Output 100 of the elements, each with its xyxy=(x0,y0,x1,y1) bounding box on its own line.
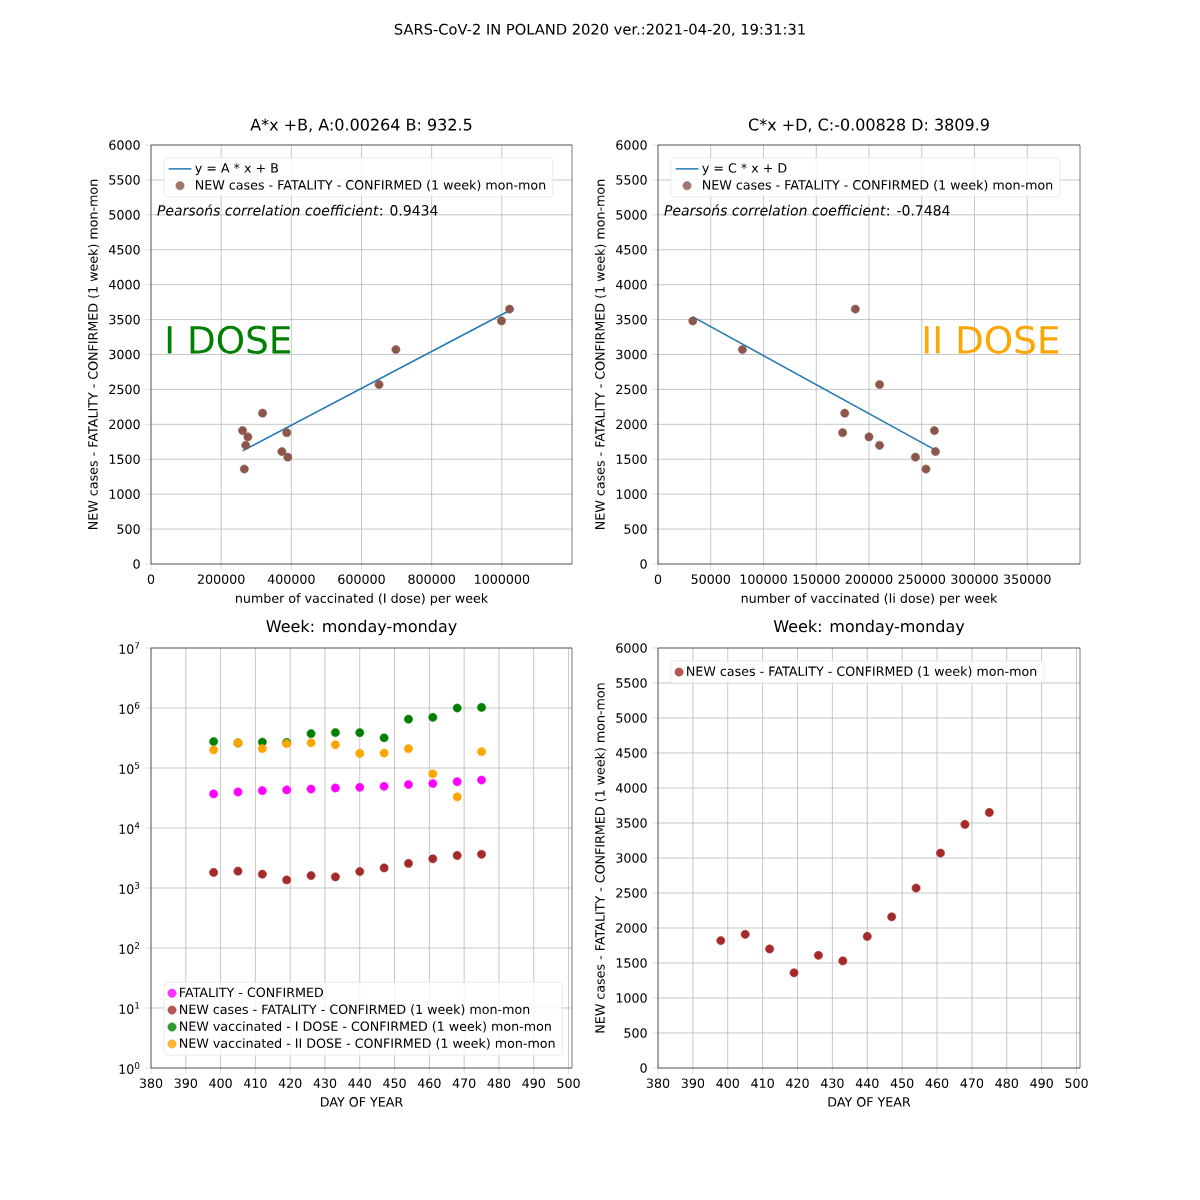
x-tick-label: 500 xyxy=(1065,1078,1088,1088)
y-tick-label: 4500 xyxy=(616,244,647,255)
legend-label: NEW cases - FATALITY - CONFIRMED (1 week) mon-mon xyxy=(196,179,546,192)
x-tick-label: 430 xyxy=(820,1078,844,1088)
x-tick-label: 800000 xyxy=(408,574,455,584)
x-tick-label: 430 xyxy=(313,1078,337,1088)
y-tick-label: 5500 xyxy=(616,175,647,185)
x-tick-label: 400 xyxy=(209,1078,232,1088)
x-tick-label: 450 xyxy=(890,1078,914,1088)
text: SARS-CoV-2 IN POLAND 2020 ver.:2021-04-20, 19:31:31 xyxy=(394,23,805,37)
y-tick-label: 1500 xyxy=(109,454,140,465)
y-tick-label: 1500 xyxy=(616,454,647,465)
legend-label: NEW vaccinated - II DOSE - CONFIRMED (1 week) mon-mon xyxy=(180,1038,555,1050)
y-tick-label: 2000 xyxy=(109,419,140,430)
x-tick-label: 400000 xyxy=(267,574,315,584)
y-tick-label: 10$^{1}$ xyxy=(119,1002,140,1014)
legend-label: y = C * x + D xyxy=(702,163,787,176)
y-tick-label: 2500 xyxy=(616,384,647,395)
y-tick-label: 500 xyxy=(624,1028,647,1038)
y-tick-label: 3000 xyxy=(616,853,647,863)
x-tick-label: 50000 xyxy=(691,574,731,584)
x-tick-label: 460 xyxy=(925,1078,949,1088)
y-tick-label: 0 xyxy=(133,559,140,569)
x-axis-title: DAY OF YEAR xyxy=(321,1097,403,1107)
annotation: Pearsońs correlation coefficient: 0.9434 xyxy=(157,204,438,216)
x-tick-label: 380 xyxy=(646,1078,670,1088)
y-tick-label: 500 xyxy=(624,524,647,534)
annotation: Pearsońs correlation coefficient: -0.7484 xyxy=(664,204,950,216)
y-tick-label: 4000 xyxy=(616,279,647,290)
x-tick-label: 380 xyxy=(139,1078,163,1088)
legend-label: FATALITY - CONFIRMED xyxy=(180,987,323,998)
y-tick-label: 6000 xyxy=(109,140,140,150)
x-tick-label: 200000 xyxy=(845,574,893,584)
annotation: II DOSE xyxy=(924,325,1059,354)
x-tick-label: 460 xyxy=(417,1078,441,1088)
x-tick-label: 440 xyxy=(855,1078,879,1088)
x-tick-label: 500 xyxy=(557,1078,580,1088)
x-tick-label: 1000000 xyxy=(475,574,530,584)
y-tick-label: 10$^{3}$ xyxy=(119,882,140,894)
y-tick-label: 6000 xyxy=(616,140,647,150)
y-tick-label: 2500 xyxy=(109,384,140,395)
x-tick-label: 400 xyxy=(716,1078,739,1088)
y-tick-label: 2000 xyxy=(616,923,647,933)
legend-label: NEW vaccinated - I DOSE - CONFIRMED (1 week) mon-mon xyxy=(180,1021,551,1033)
legend-label: y = A * x + B xyxy=(195,163,278,176)
x-tick-label: 470 xyxy=(960,1078,984,1088)
x-tick-label: 410 xyxy=(751,1078,774,1088)
x-axis-title: DAY OF YEAR xyxy=(828,1097,911,1107)
x-tick-label: 0 xyxy=(147,574,155,584)
chart-title: Week: monday-monday xyxy=(266,619,457,636)
y-tick-label: 4500 xyxy=(108,244,140,255)
y-tick-label: 5500 xyxy=(616,678,647,688)
y-tick-label: 0 xyxy=(640,559,647,569)
y-tick-label: 10$^{6}$ xyxy=(119,702,140,714)
x-tick-label: 490 xyxy=(1030,1078,1053,1088)
y-tick-label: 5500 xyxy=(109,175,140,185)
y-tick-label: 2500 xyxy=(616,888,647,898)
x-tick-label: 100000 xyxy=(740,574,787,584)
y-tick-label: 500 xyxy=(117,524,140,534)
x-tick-label: 200000 xyxy=(197,574,245,584)
y-tick-label: 3500 xyxy=(616,818,647,828)
chart-title: A*x +B, A:0.00264 B: 932.5 xyxy=(250,118,472,133)
legend-label: NEW cases - FATALITY - CONFIRMED (1 week) mon-mon xyxy=(703,179,1053,192)
y-tick-label: 5000 xyxy=(616,210,647,220)
y-tick-label: 2000 xyxy=(616,419,647,430)
y-tick-label: 1000 xyxy=(616,993,647,1003)
x-tick-label: 300000 xyxy=(951,574,998,584)
y-tick-label: 10$^{2}$ xyxy=(119,942,140,954)
y-tick-label: 3500 xyxy=(109,314,140,325)
x-tick-label: 150000 xyxy=(793,574,840,584)
x-tick-label: 350000 xyxy=(1004,574,1051,584)
x-tick-label: 250000 xyxy=(898,574,946,584)
x-tick-label: 450 xyxy=(383,1078,406,1088)
y-tick-label: 1000 xyxy=(616,489,647,499)
y-tick-label: 1000 xyxy=(109,489,140,499)
y-tick-label: 3000 xyxy=(109,349,140,360)
chart-title: C*x +D, C:-0.00828 D: 3809.9 xyxy=(748,118,989,133)
x-tick-label: 0 xyxy=(654,574,662,584)
y-tick-label: 0 xyxy=(640,1063,647,1073)
x-axis-title: number of vaccinated (Ii dose) per week xyxy=(741,593,998,606)
y-axis-title: NEW cases - FATALITY - CONFIRMED (1 week) mon-mon xyxy=(87,179,100,529)
x-tick-label: 420 xyxy=(278,1078,302,1088)
x-tick-label: 600000 xyxy=(338,574,385,584)
y-tick-label: 10$^{5}$ xyxy=(119,762,140,774)
y-tick-label: 10$^{7}$ xyxy=(119,642,140,654)
y-axis-title: NEW cases - FATALITY - CONFIRMED (1 week) mon-mon xyxy=(594,683,607,1033)
y-tick-label: 10$^{0}$ xyxy=(119,1062,140,1074)
y-tick-label: 6000 xyxy=(616,643,647,653)
legend-label: NEW cases - FATALITY - CONFIRMED (1 week) mon-mon xyxy=(687,666,1037,678)
x-tick-label: 390 xyxy=(681,1078,705,1088)
annotation: I DOSE xyxy=(167,325,291,354)
y-tick-label: 4000 xyxy=(108,279,140,290)
y-tick-label: 5000 xyxy=(109,210,140,220)
y-tick-label: 5000 xyxy=(616,713,647,723)
y-tick-label: 4500 xyxy=(616,748,647,758)
x-tick-label: 390 xyxy=(174,1078,198,1088)
y-tick-label: 10$^{4}$ xyxy=(119,822,140,834)
x-tick-label: 420 xyxy=(786,1078,809,1088)
y-tick-label: 3500 xyxy=(616,314,647,325)
x-tick-label: 440 xyxy=(348,1078,371,1088)
